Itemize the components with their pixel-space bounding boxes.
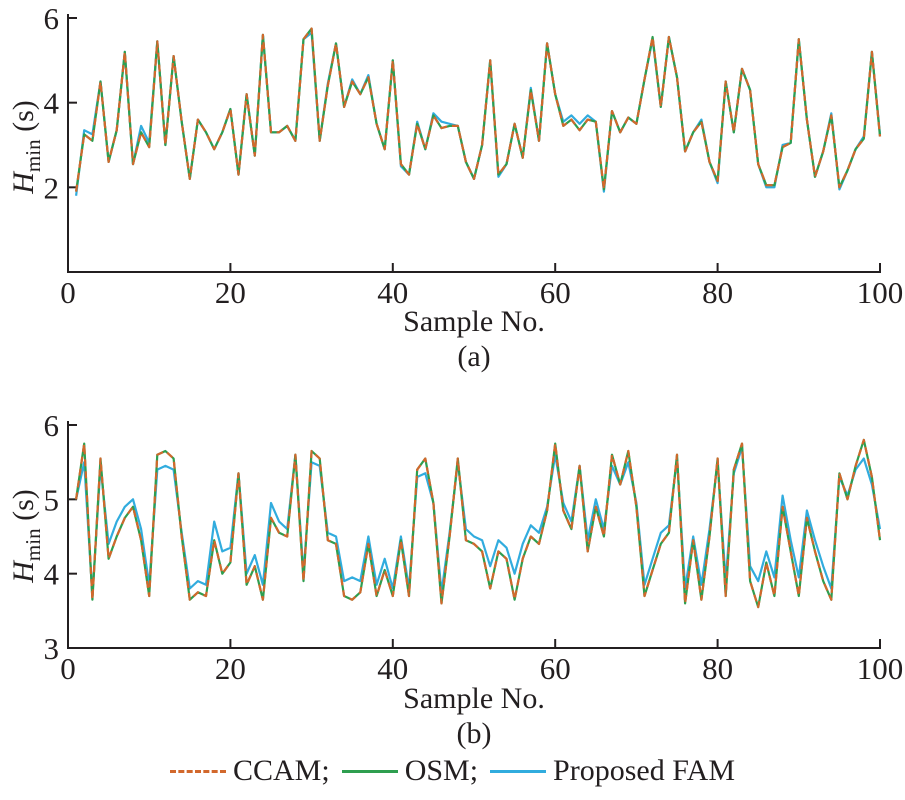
fam-line-swatch <box>490 769 547 773</box>
x-tick-label: 40 <box>377 651 408 686</box>
ccam-line-b <box>75 438 882 609</box>
y-tick-label: 4 <box>44 557 60 592</box>
ylabel-symbol: H <box>7 172 40 194</box>
x-tick-label: 80 <box>702 275 733 310</box>
x-tick-label: 100 <box>857 651 904 686</box>
legend-label-ccam: CCAM; <box>232 754 330 787</box>
ylabel-unit: (s) <box>7 489 40 529</box>
legend-label-fam: Proposed FAM <box>553 754 736 787</box>
proposed-fam-line-b <box>75 446 882 598</box>
ccam-line-swatch <box>169 769 226 773</box>
x-axis-label-b: Sample No. <box>403 682 545 715</box>
x-tick-label: 100 <box>857 275 904 310</box>
y-tick-label: 6 <box>44 408 60 443</box>
x-tick-label: 60 <box>540 275 571 310</box>
legend-item-osm: OSM; <box>341 754 479 788</box>
x-tick-label: 80 <box>702 651 733 686</box>
y-tick-label: 6 <box>44 1 60 36</box>
proposed-fam-line-a <box>75 31 882 196</box>
panel-label-b: (b) <box>456 717 492 750</box>
legend: CCAM; OSM; Proposed FAM <box>0 754 905 788</box>
osm-line-swatch <box>341 769 398 773</box>
x-tick-label: 0 <box>60 275 76 310</box>
legend-item-fam: Proposed FAM <box>490 754 735 788</box>
x-axis-label-a: Sample No. <box>403 305 545 338</box>
y-axis-label-a: Hmin (s) <box>3 37 45 257</box>
x-tick-label: 20 <box>215 651 246 686</box>
x-tick-label: 20 <box>215 275 246 310</box>
ylabel-subscript: min <box>21 528 45 562</box>
y-tick-label: 5 <box>44 482 60 517</box>
x-tick-label: 40 <box>377 275 408 310</box>
y-tick-label: 2 <box>44 170 60 205</box>
ylabel-unit: (s) <box>7 100 40 140</box>
legend-item-ccam: CCAM; <box>169 754 330 788</box>
y-tick-label: 4 <box>44 86 60 121</box>
x-tick-label: 60 <box>540 651 571 686</box>
ccam-line-a <box>75 27 882 192</box>
panel-label-a: (a) <box>457 340 491 373</box>
x-tick-label: 0 <box>60 651 76 686</box>
y-tick-label: 3 <box>44 631 60 666</box>
legend-label-osm: OSM; <box>404 754 479 787</box>
y-axis-label-b: Hmin (s) <box>3 426 45 646</box>
ylabel-symbol: H <box>7 561 40 583</box>
ylabel-subscript: min <box>21 139 45 173</box>
